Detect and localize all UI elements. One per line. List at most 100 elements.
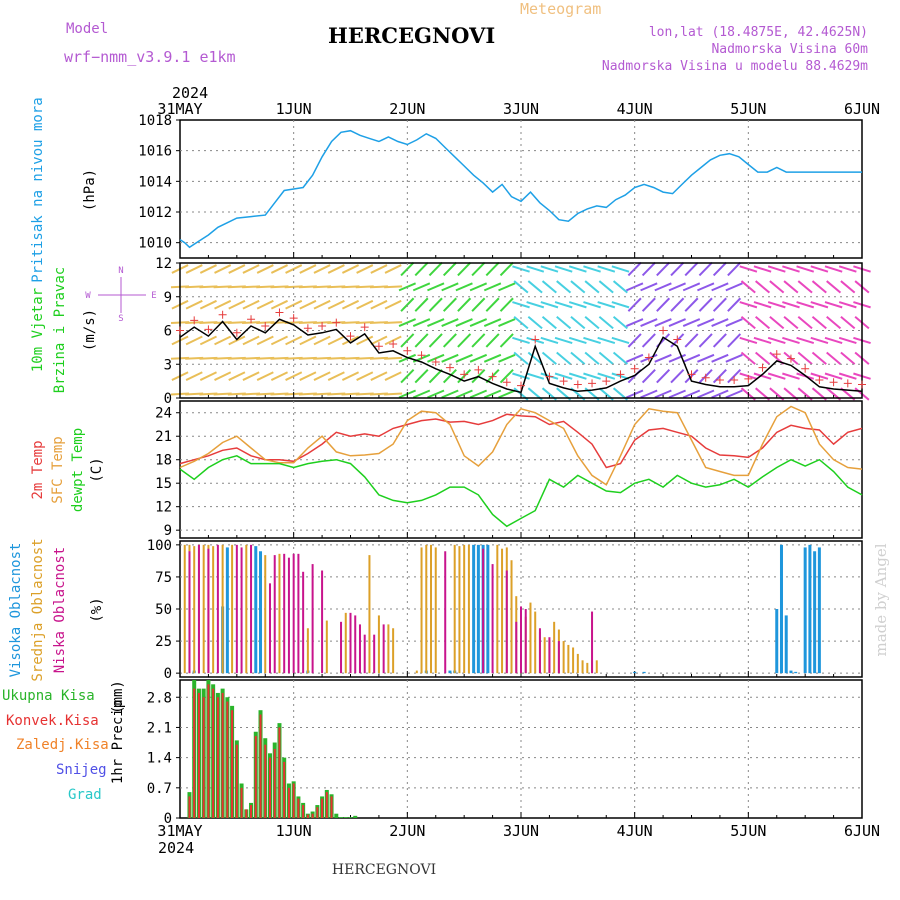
bar: [334, 813, 339, 818]
wind-arrow: [469, 318, 488, 327]
wind-arrow: [499, 333, 514, 348]
bar: [245, 544, 248, 674]
wind-arrow: [427, 282, 445, 292]
wind-arrow: [824, 372, 843, 380]
bar: [339, 817, 344, 818]
wind-arrow: [656, 297, 671, 312]
bar: [207, 548, 210, 674]
wind-arrow: [684, 297, 699, 312]
series-line: [179, 405, 863, 486]
bar: [458, 546, 461, 674]
wind-arrow: [471, 333, 486, 348]
bar: [482, 548, 485, 674]
bar: [779, 544, 783, 674]
bar: [817, 547, 821, 674]
bar: [430, 544, 433, 674]
wind-arrow: [684, 261, 699, 277]
y-tick-label: 1018: [138, 113, 172, 129]
wind-arrow: [428, 261, 443, 277]
gust-marker: [346, 332, 355, 341]
wind-arrow: [457, 297, 472, 312]
y-tick-label: 24: [155, 406, 172, 422]
y-tick-label: 0: [164, 666, 172, 682]
y-tick-label: 1012: [138, 205, 172, 221]
wind-arrow: [370, 264, 388, 274]
wind-arrow: [556, 351, 572, 365]
wind-arrow: [356, 264, 374, 274]
gust-marker: [588, 379, 597, 388]
year-label-top: 2024: [172, 84, 208, 102]
y-tick-label: 1014: [138, 174, 172, 190]
y-tick-label: 9: [164, 523, 172, 539]
bar: [358, 624, 361, 674]
wind-arrow: [556, 316, 572, 330]
bar: [250, 805, 253, 818]
bar: [501, 548, 504, 674]
bar: [235, 744, 238, 818]
wind-arrow: [597, 336, 616, 345]
bar: [813, 551, 817, 674]
wind-arrow: [442, 261, 457, 277]
y-tick-label: 0: [164, 811, 172, 827]
wind-arrow: [826, 316, 842, 330]
wind-arrow: [483, 389, 502, 399]
wind-arrow: [682, 282, 701, 292]
bar: [377, 615, 380, 674]
time-tick-label-top: 6JUN: [844, 100, 880, 118]
y-tick-label: 2.8: [147, 690, 172, 706]
time-tick-label-top: 4JUN: [617, 100, 653, 118]
gust-marker: [431, 358, 440, 366]
bar: [354, 615, 357, 674]
wind-arrow: [299, 371, 317, 381]
wind-arrow: [698, 333, 713, 348]
bar: [476, 544, 480, 674]
wind-arrow: [824, 265, 843, 273]
wind-arrow: [400, 333, 415, 348]
gust-marker: [360, 323, 369, 332]
series-line: [179, 129, 862, 249]
wind-arrow: [513, 280, 529, 294]
wind-arrow: [214, 299, 232, 310]
wind-arrow: [568, 336, 587, 345]
time-tick-label-bottom: 31MAY: [157, 822, 202, 840]
wind-arrow: [398, 318, 417, 327]
wind-arrow: [682, 389, 701, 399]
gust-marker: [303, 324, 312, 333]
wind-arrow: [356, 371, 374, 381]
bottom-time-axis: 31MAY 1JUN 2JUN 3JUN 4JUN 5JUN 6JUN: [157, 822, 880, 840]
wind-arrow: [442, 297, 457, 312]
wind-arrow: [285, 371, 303, 381]
wind-arrow: [499, 297, 514, 312]
wind-arrow: [753, 265, 772, 273]
bar: [283, 761, 286, 818]
gust-marker: [815, 376, 824, 384]
wind-arrow: [554, 372, 573, 380]
wind-arrow: [428, 333, 443, 348]
gust-marker: [701, 373, 710, 382]
wind-arrow: [554, 301, 573, 309]
wind-arrow: [498, 353, 516, 363]
gust-marker: [545, 372, 554, 381]
wind-arrow: [840, 316, 856, 330]
bar: [434, 547, 437, 674]
wind-arrow: [455, 318, 473, 327]
gust-marker: [531, 335, 540, 344]
bar: [264, 744, 267, 818]
bar: [302, 571, 305, 674]
bar: [273, 749, 276, 818]
y-tick-label: 9: [164, 290, 172, 306]
gust-marker: [247, 315, 256, 324]
wind-arrow: [469, 353, 488, 363]
wind-arrow: [327, 264, 345, 274]
wind-arrow: [740, 280, 756, 294]
wind-arrow: [583, 301, 601, 309]
wind-arrow: [256, 299, 274, 310]
bar: [321, 798, 324, 818]
wind-arrow: [483, 353, 502, 363]
gust-marker: [190, 316, 199, 325]
wind-arrow: [584, 316, 600, 330]
wind-arrow: [185, 299, 203, 310]
low-cloud-title: Niska Oblacnost: [52, 547, 68, 673]
footer-station: HERCEGNOVI: [332, 862, 436, 878]
wind-arrow: [753, 372, 772, 380]
